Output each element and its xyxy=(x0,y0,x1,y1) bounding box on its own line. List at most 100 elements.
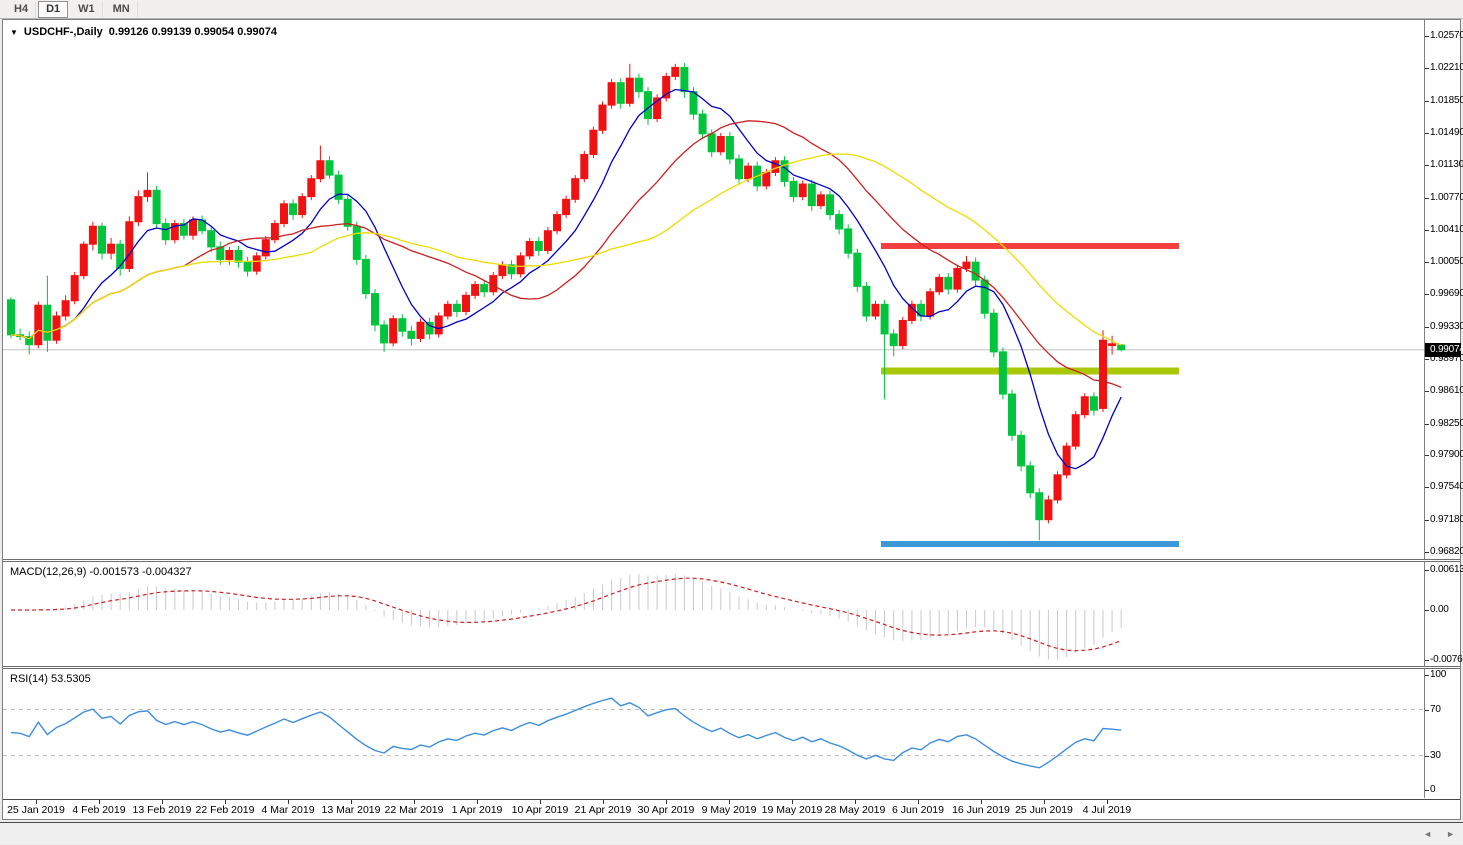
time-tick-mark xyxy=(225,800,226,804)
bull-candle xyxy=(1044,499,1053,521)
bull-candle xyxy=(225,249,234,260)
bear-candle xyxy=(971,261,980,281)
bear-candle xyxy=(398,318,407,332)
pane-splitter[interactable] xyxy=(3,559,1460,562)
price-axis[interactable]: 0.99074 1.02570 1.02210 1.01850 1.01490 1.01… xyxy=(1424,20,1463,798)
bull-candle xyxy=(1053,474,1062,501)
bear-candle xyxy=(352,225,361,260)
bull-candle xyxy=(744,165,753,180)
bull-candle xyxy=(1099,339,1107,409)
bear-candle xyxy=(361,258,370,295)
bear-candle xyxy=(380,324,389,344)
price-tick-label: 1.00410 xyxy=(1430,223,1463,235)
macd-tick-label: 0.00 xyxy=(1430,604,1449,615)
price-tick-mark xyxy=(1425,326,1429,328)
rsi-tick-label: 70 xyxy=(1430,703,1441,715)
time-tick-label: 13 Mar 2019 xyxy=(321,804,381,816)
mid-ma-line xyxy=(10,120,1122,389)
bull-candle xyxy=(953,267,962,290)
bear-candle xyxy=(334,174,343,200)
bull-candle xyxy=(252,255,261,272)
pane-splitter[interactable] xyxy=(3,666,1460,669)
time-tick-label: 6 Jun 2019 xyxy=(892,804,944,816)
time-tick-label: 4 Mar 2019 xyxy=(261,804,315,816)
timeframe-button-w1[interactable]: W1 xyxy=(70,0,103,18)
price-tick-mark xyxy=(1425,132,1429,134)
rsi-pane[interactable] xyxy=(3,669,1424,798)
bear-candle xyxy=(343,198,352,227)
resistance-line[interactable] xyxy=(881,242,1179,249)
bear-candle xyxy=(289,203,298,216)
timeframe-button-d1[interactable]: D1 xyxy=(38,0,69,18)
bear-candle xyxy=(507,264,516,275)
bear-candle xyxy=(179,223,188,236)
bull-candle xyxy=(498,264,507,277)
bear-candle xyxy=(998,351,1007,395)
bull-candle xyxy=(34,304,43,346)
bear-candle xyxy=(644,91,652,120)
macd-pane[interactable] xyxy=(3,562,1424,666)
bear-candle xyxy=(534,241,543,251)
price-tick-mark xyxy=(1425,423,1429,425)
bull-candle xyxy=(926,291,935,317)
bear-candle xyxy=(43,304,52,341)
timeframe-button-h4[interactable]: H4 xyxy=(6,0,37,18)
bear-candle xyxy=(1026,465,1035,494)
bull-candle xyxy=(307,178,316,198)
price-chart-pane[interactable] xyxy=(3,20,1424,559)
bull-candle xyxy=(316,160,325,180)
bear-candle xyxy=(789,180,798,198)
timeframe-button-mn[interactable]: MN xyxy=(105,0,138,18)
time-axis[interactable]: 25 Jan 2019 4 Feb 2019 13 Feb 2019 22 Feb 2… xyxy=(3,799,1460,819)
bear-candle xyxy=(807,183,816,207)
bull-candle xyxy=(389,318,398,344)
collapse-triangle-icon[interactable]: ▼ xyxy=(10,27,18,37)
time-tick-label: 1 Apr 2019 xyxy=(451,804,503,816)
bull-candle xyxy=(607,82,616,106)
bear-candle xyxy=(1089,396,1098,411)
tab-scroll-right-icon[interactable]: ► xyxy=(1446,829,1455,839)
bull-candle xyxy=(662,75,671,99)
time-tick-label: 4 Jul 2019 xyxy=(1082,804,1132,816)
price-tick-mark xyxy=(1425,229,1429,231)
rsi-tick-mark xyxy=(1425,755,1429,757)
bear-candle xyxy=(634,77,643,93)
bull-candle xyxy=(898,319,907,347)
price-tick-label: 1.02570 xyxy=(1430,30,1463,41)
bear-candle xyxy=(735,158,743,180)
bear-candle xyxy=(1035,492,1044,521)
price-tick-mark xyxy=(1425,68,1429,70)
time-tick-mark xyxy=(414,800,415,804)
bull-candle xyxy=(935,276,944,293)
chart-window[interactable]: ▼ USDCHF-,Daily 0.99126 0.99139 0.99054 … xyxy=(2,19,1463,820)
bear-candle xyxy=(207,230,216,248)
bull-candle xyxy=(471,284,480,296)
time-tick-label: 22 Mar 2019 xyxy=(384,804,444,816)
time-tick-mark xyxy=(36,800,37,804)
bull-candle xyxy=(70,275,79,302)
price-tick-mark xyxy=(1425,100,1429,102)
bear-candle xyxy=(835,214,844,230)
time-tick-label: 22 Feb 2019 xyxy=(195,804,255,816)
price-tick-label: 1.00050 xyxy=(1430,256,1463,268)
bear-candle xyxy=(989,312,998,353)
time-tick-label: 30 Apr 2019 xyxy=(637,804,695,816)
timeframe-toolbar: H4 D1 W1 MN xyxy=(0,0,1463,19)
tab-scroll-left-icon[interactable]: ◄ xyxy=(1423,829,1433,839)
price-tick-label: 0.98610 xyxy=(1430,385,1463,397)
bull-candle xyxy=(816,194,825,207)
bear-candle xyxy=(616,82,625,104)
bear-candle xyxy=(698,113,707,135)
bear-candle xyxy=(889,333,898,347)
rsi-tick-label: 0 xyxy=(1430,784,1436,796)
price-tick-mark xyxy=(1425,294,1429,296)
mid-support-line[interactable] xyxy=(881,367,1179,375)
bear-candle xyxy=(161,223,170,241)
rsi-tick-mark xyxy=(1425,675,1429,676)
bull-candle xyxy=(298,196,307,216)
time-tick-label: 21 Apr 2019 xyxy=(574,804,632,816)
low-support-line[interactable] xyxy=(881,541,1179,548)
time-tick-mark xyxy=(666,800,667,804)
time-tick-mark xyxy=(540,800,541,804)
